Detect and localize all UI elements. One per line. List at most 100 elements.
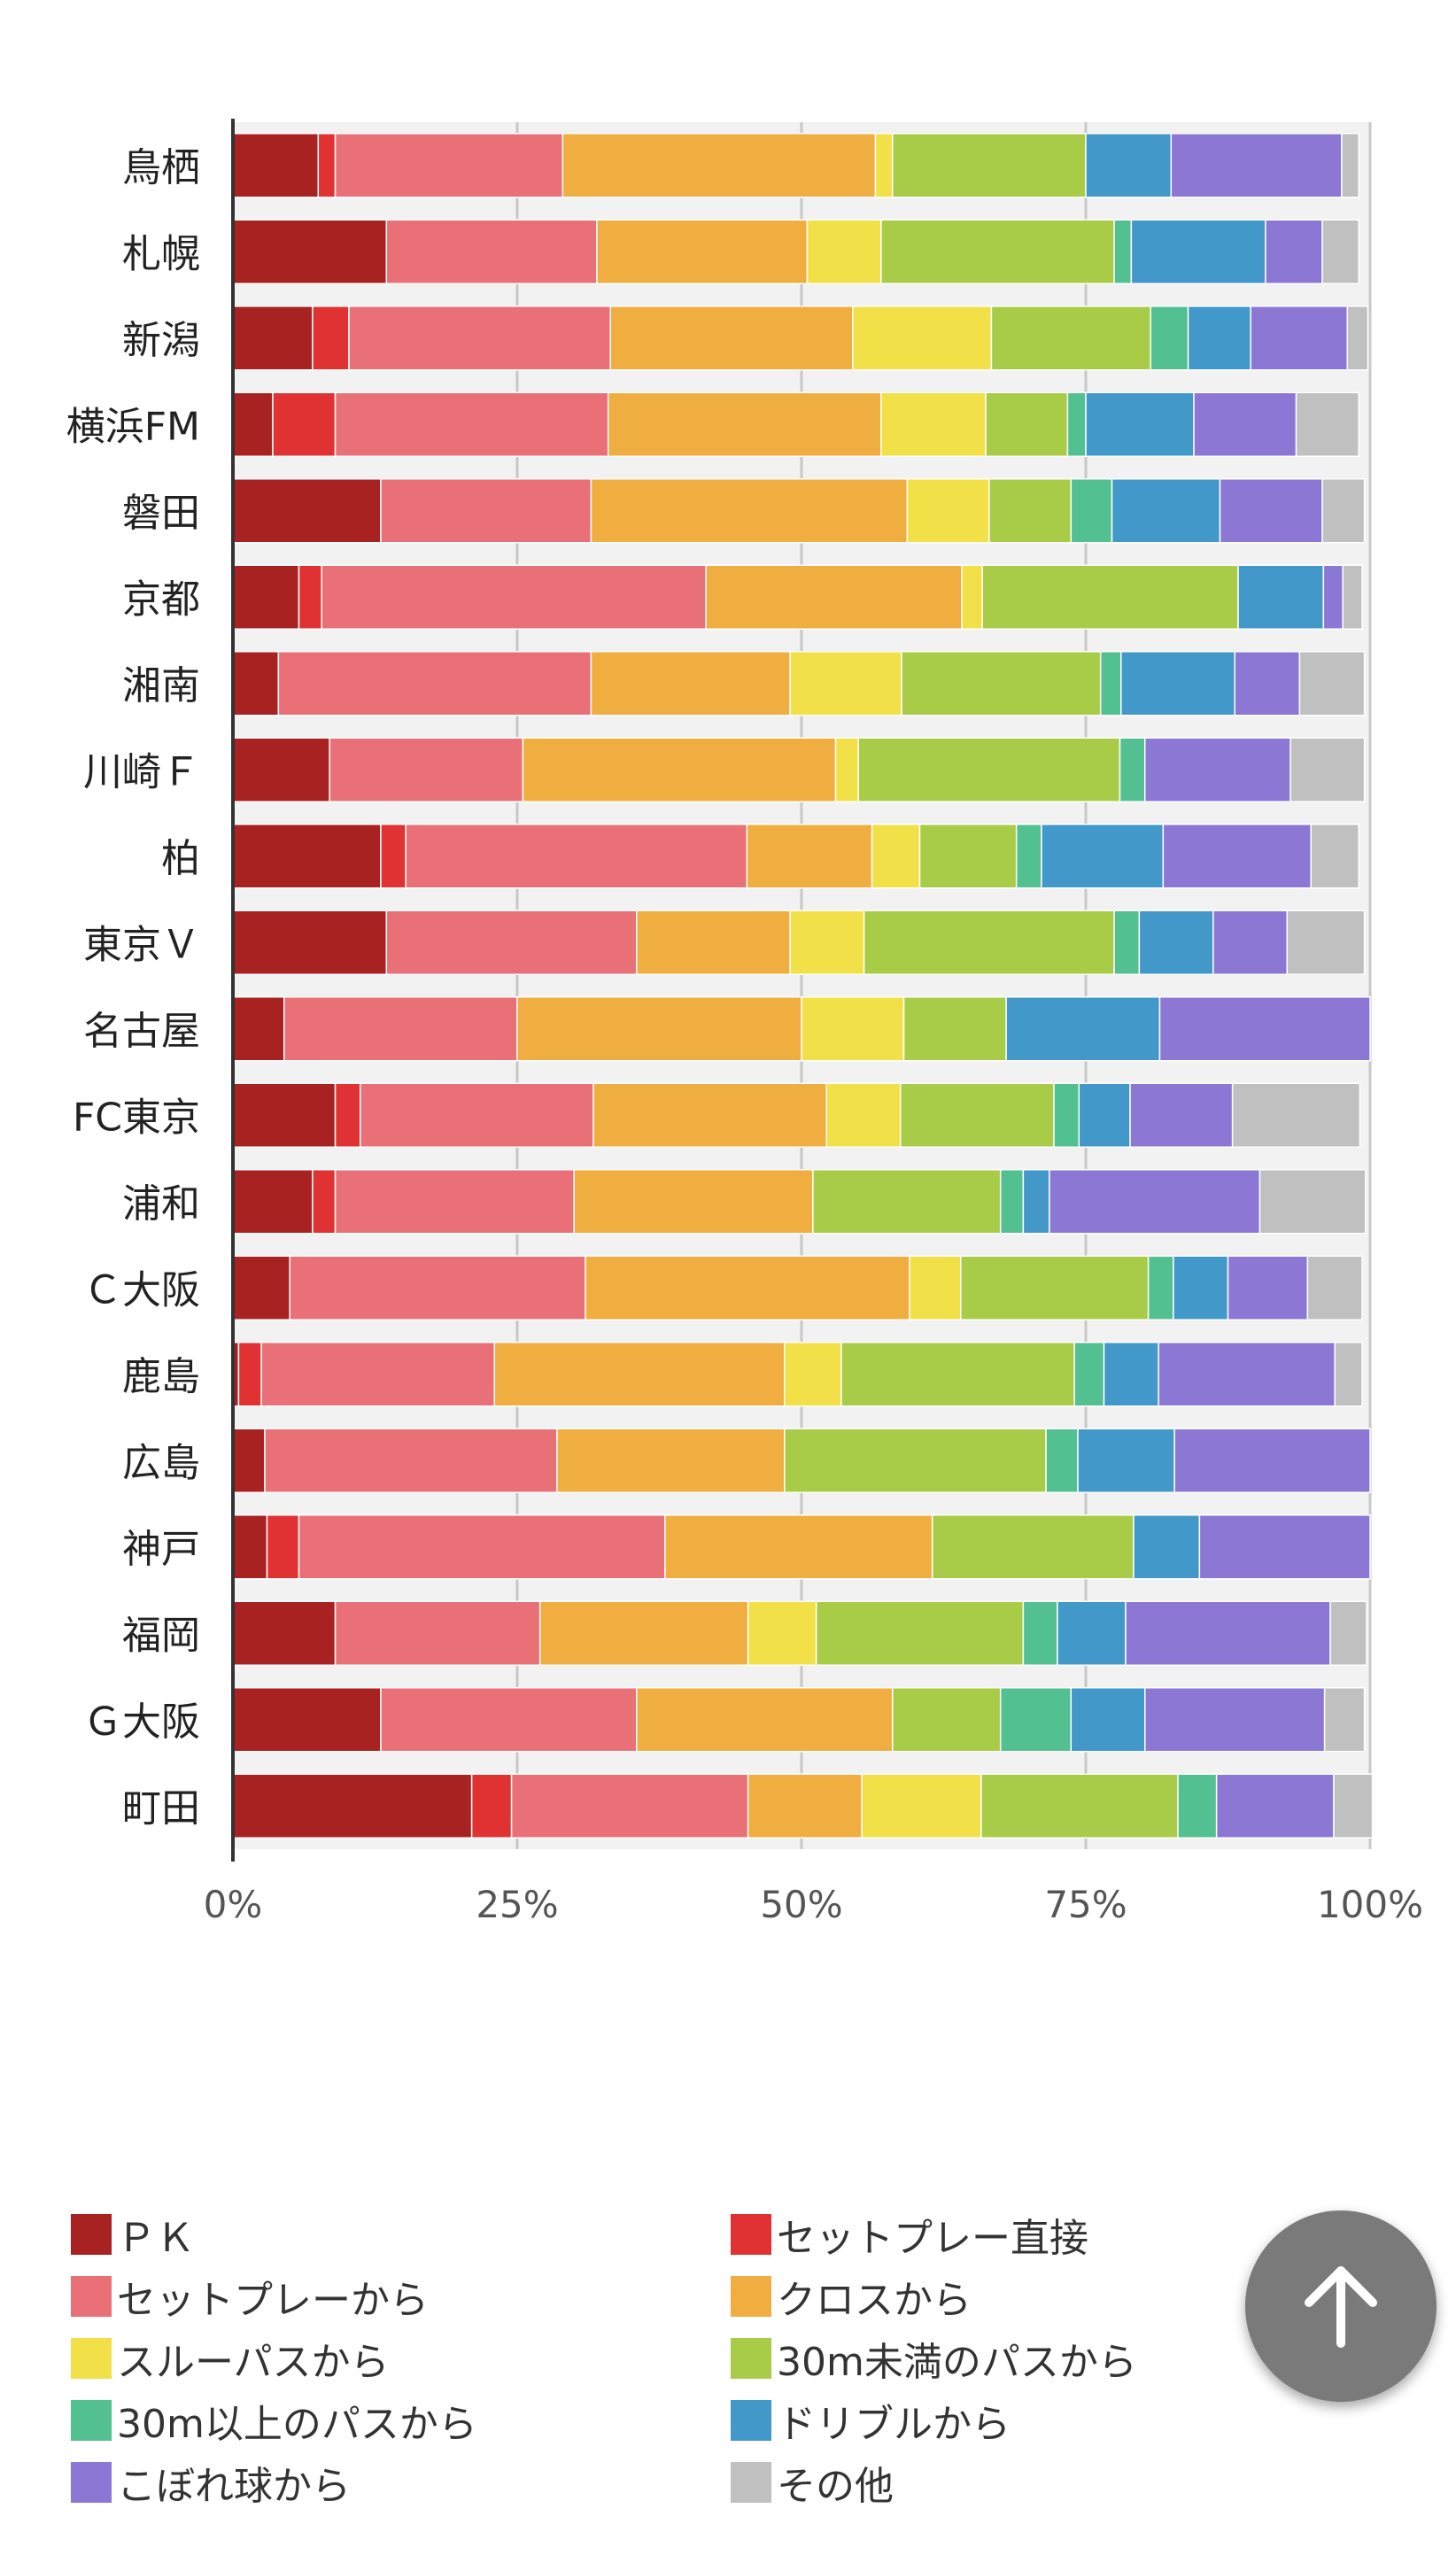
- bar-segment: [931, 1514, 1135, 1580]
- bar-segment: [1321, 219, 1359, 284]
- bar-segment: [1342, 564, 1363, 630]
- legend-swatch: [731, 2276, 771, 2317]
- bar-segment: [334, 1169, 575, 1235]
- bar-segment: [1113, 910, 1141, 975]
- bar-segment: [815, 1600, 1025, 1666]
- bar-segment: [1162, 824, 1312, 889]
- bar-segment: [1073, 1342, 1105, 1407]
- legend-item: 30m未満のパスから: [731, 2334, 1137, 2385]
- bar-segment: [1144, 737, 1291, 802]
- bar-segment: [289, 1255, 586, 1320]
- bar-segment: [747, 1773, 863, 1839]
- bar-segment: [380, 1687, 638, 1753]
- bar-segment: [812, 1169, 1002, 1235]
- bar-segment: [874, 133, 894, 198]
- bar-segment: [298, 1514, 666, 1580]
- bar-segment: [232, 1600, 337, 1666]
- bar-segment: [901, 651, 1102, 716]
- category-label: 湘南: [122, 663, 200, 708]
- category-label: 福岡: [122, 1613, 200, 1658]
- bar-segment: [1120, 651, 1235, 716]
- bar-segment: [334, 391, 609, 457]
- bar-segment: [1329, 1600, 1367, 1666]
- bar-segment: [1144, 1687, 1326, 1753]
- bar-segment: [980, 1773, 1179, 1839]
- bar-segment: [232, 910, 388, 975]
- bar-segment: [298, 564, 322, 630]
- bar-segment: [1147, 1255, 1174, 1320]
- bar-segment: [1322, 564, 1344, 630]
- bar-segment: [1177, 1773, 1218, 1839]
- bar-segment: [1341, 133, 1359, 198]
- legend-item: こぼれ球から: [71, 2458, 351, 2509]
- legend-swatch: [731, 2400, 771, 2441]
- category-label: 札幌: [122, 231, 200, 276]
- bar-segment: [981, 564, 1239, 630]
- bar-segment: [232, 1255, 290, 1320]
- arrow-up-icon: [1305, 2266, 1377, 2348]
- category-label: 名古屋: [83, 1009, 200, 1054]
- legend-item: クロスから: [731, 2272, 972, 2323]
- x-tick-label: 50%: [760, 1883, 842, 1926]
- bar-segment: [380, 478, 592, 544]
- bar-segment: [840, 1342, 1075, 1407]
- legend-swatch: [731, 2462, 771, 2503]
- bar-segment: [1334, 1342, 1363, 1407]
- bar-segment: [1045, 1428, 1079, 1493]
- bar-segment: [1250, 306, 1349, 371]
- bar-segment: [232, 1514, 268, 1580]
- bar-segment: [232, 133, 320, 198]
- bar-segment: [264, 1428, 558, 1493]
- bar-segment: [1041, 824, 1165, 889]
- bar-segment: [1015, 824, 1042, 889]
- bar-segment: [783, 1428, 1047, 1493]
- bar-segment: [585, 1255, 910, 1320]
- bar-segment: [999, 1169, 1025, 1235]
- bar-segment: [880, 219, 1115, 284]
- bar-segment: [906, 478, 990, 544]
- category-label: 東京Ｖ: [83, 922, 200, 967]
- bar-segment: [783, 1342, 842, 1407]
- bar-segment: [592, 1082, 827, 1148]
- legend-item: スルーパスから: [71, 2334, 390, 2385]
- bar-segment: [1298, 651, 1366, 716]
- bar-segment: [1057, 1600, 1127, 1666]
- bar-segment: [1237, 564, 1325, 630]
- bar-segment: [470, 1773, 513, 1839]
- bar-segment: [1070, 1687, 1146, 1753]
- bar-segment: [1187, 306, 1251, 371]
- bar-segment: [1158, 996, 1371, 1062]
- bar-segment: [861, 1773, 982, 1839]
- bar-segment: [825, 1082, 902, 1148]
- bar-segment: [909, 1255, 962, 1320]
- bar-segment: [1103, 1342, 1159, 1407]
- bar-segment: [961, 564, 983, 630]
- legend-label: 30m未満のパスから: [777, 2340, 1137, 2385]
- bar-segment: [1198, 1514, 1371, 1580]
- bar-segment: [857, 737, 1121, 802]
- bar-segment: [232, 996, 285, 1062]
- bar-segment: [1078, 1082, 1131, 1148]
- bar-segment: [232, 564, 300, 630]
- bar-segment: [312, 306, 350, 371]
- bar-segment: [1138, 910, 1214, 975]
- bar-segment: [232, 1687, 382, 1753]
- bar-segment: [899, 1082, 1055, 1148]
- bar-segment: [1173, 1428, 1371, 1493]
- bar-segment: [272, 391, 337, 457]
- bar-segment: [1289, 737, 1366, 802]
- scroll-to-top-button[interactable]: [1245, 2210, 1437, 2402]
- legend-swatch: [71, 2338, 112, 2379]
- bar-segment: [636, 910, 791, 975]
- category-label: 川崎Ｆ: [83, 749, 200, 794]
- legend-swatch: [71, 2276, 112, 2317]
- category-label: 鹿島: [122, 1354, 200, 1399]
- legend-swatch: [71, 2462, 112, 2503]
- bar-segment: [806, 219, 882, 284]
- legend-label: スルーパスから: [117, 2340, 390, 2385]
- x-tick-label: 25%: [476, 1883, 558, 1926]
- bar-segment: [232, 737, 330, 802]
- bar-segment: [863, 910, 1115, 975]
- legend-item: ＰＫ: [71, 2210, 195, 2261]
- legend-label: ドリブルから: [777, 2402, 1011, 2447]
